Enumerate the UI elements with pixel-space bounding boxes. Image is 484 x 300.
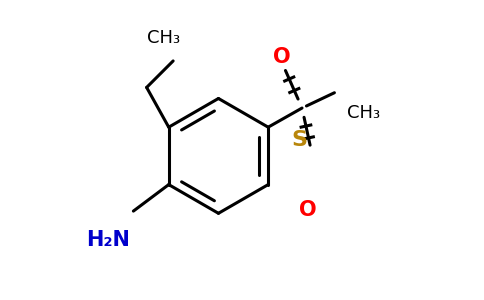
Text: O: O — [300, 200, 317, 220]
Text: H₂N: H₂N — [86, 230, 130, 250]
Text: S: S — [291, 130, 307, 150]
Text: O: O — [273, 47, 290, 67]
Text: CH₃: CH₃ — [347, 104, 379, 122]
Text: CH₃: CH₃ — [148, 29, 181, 47]
